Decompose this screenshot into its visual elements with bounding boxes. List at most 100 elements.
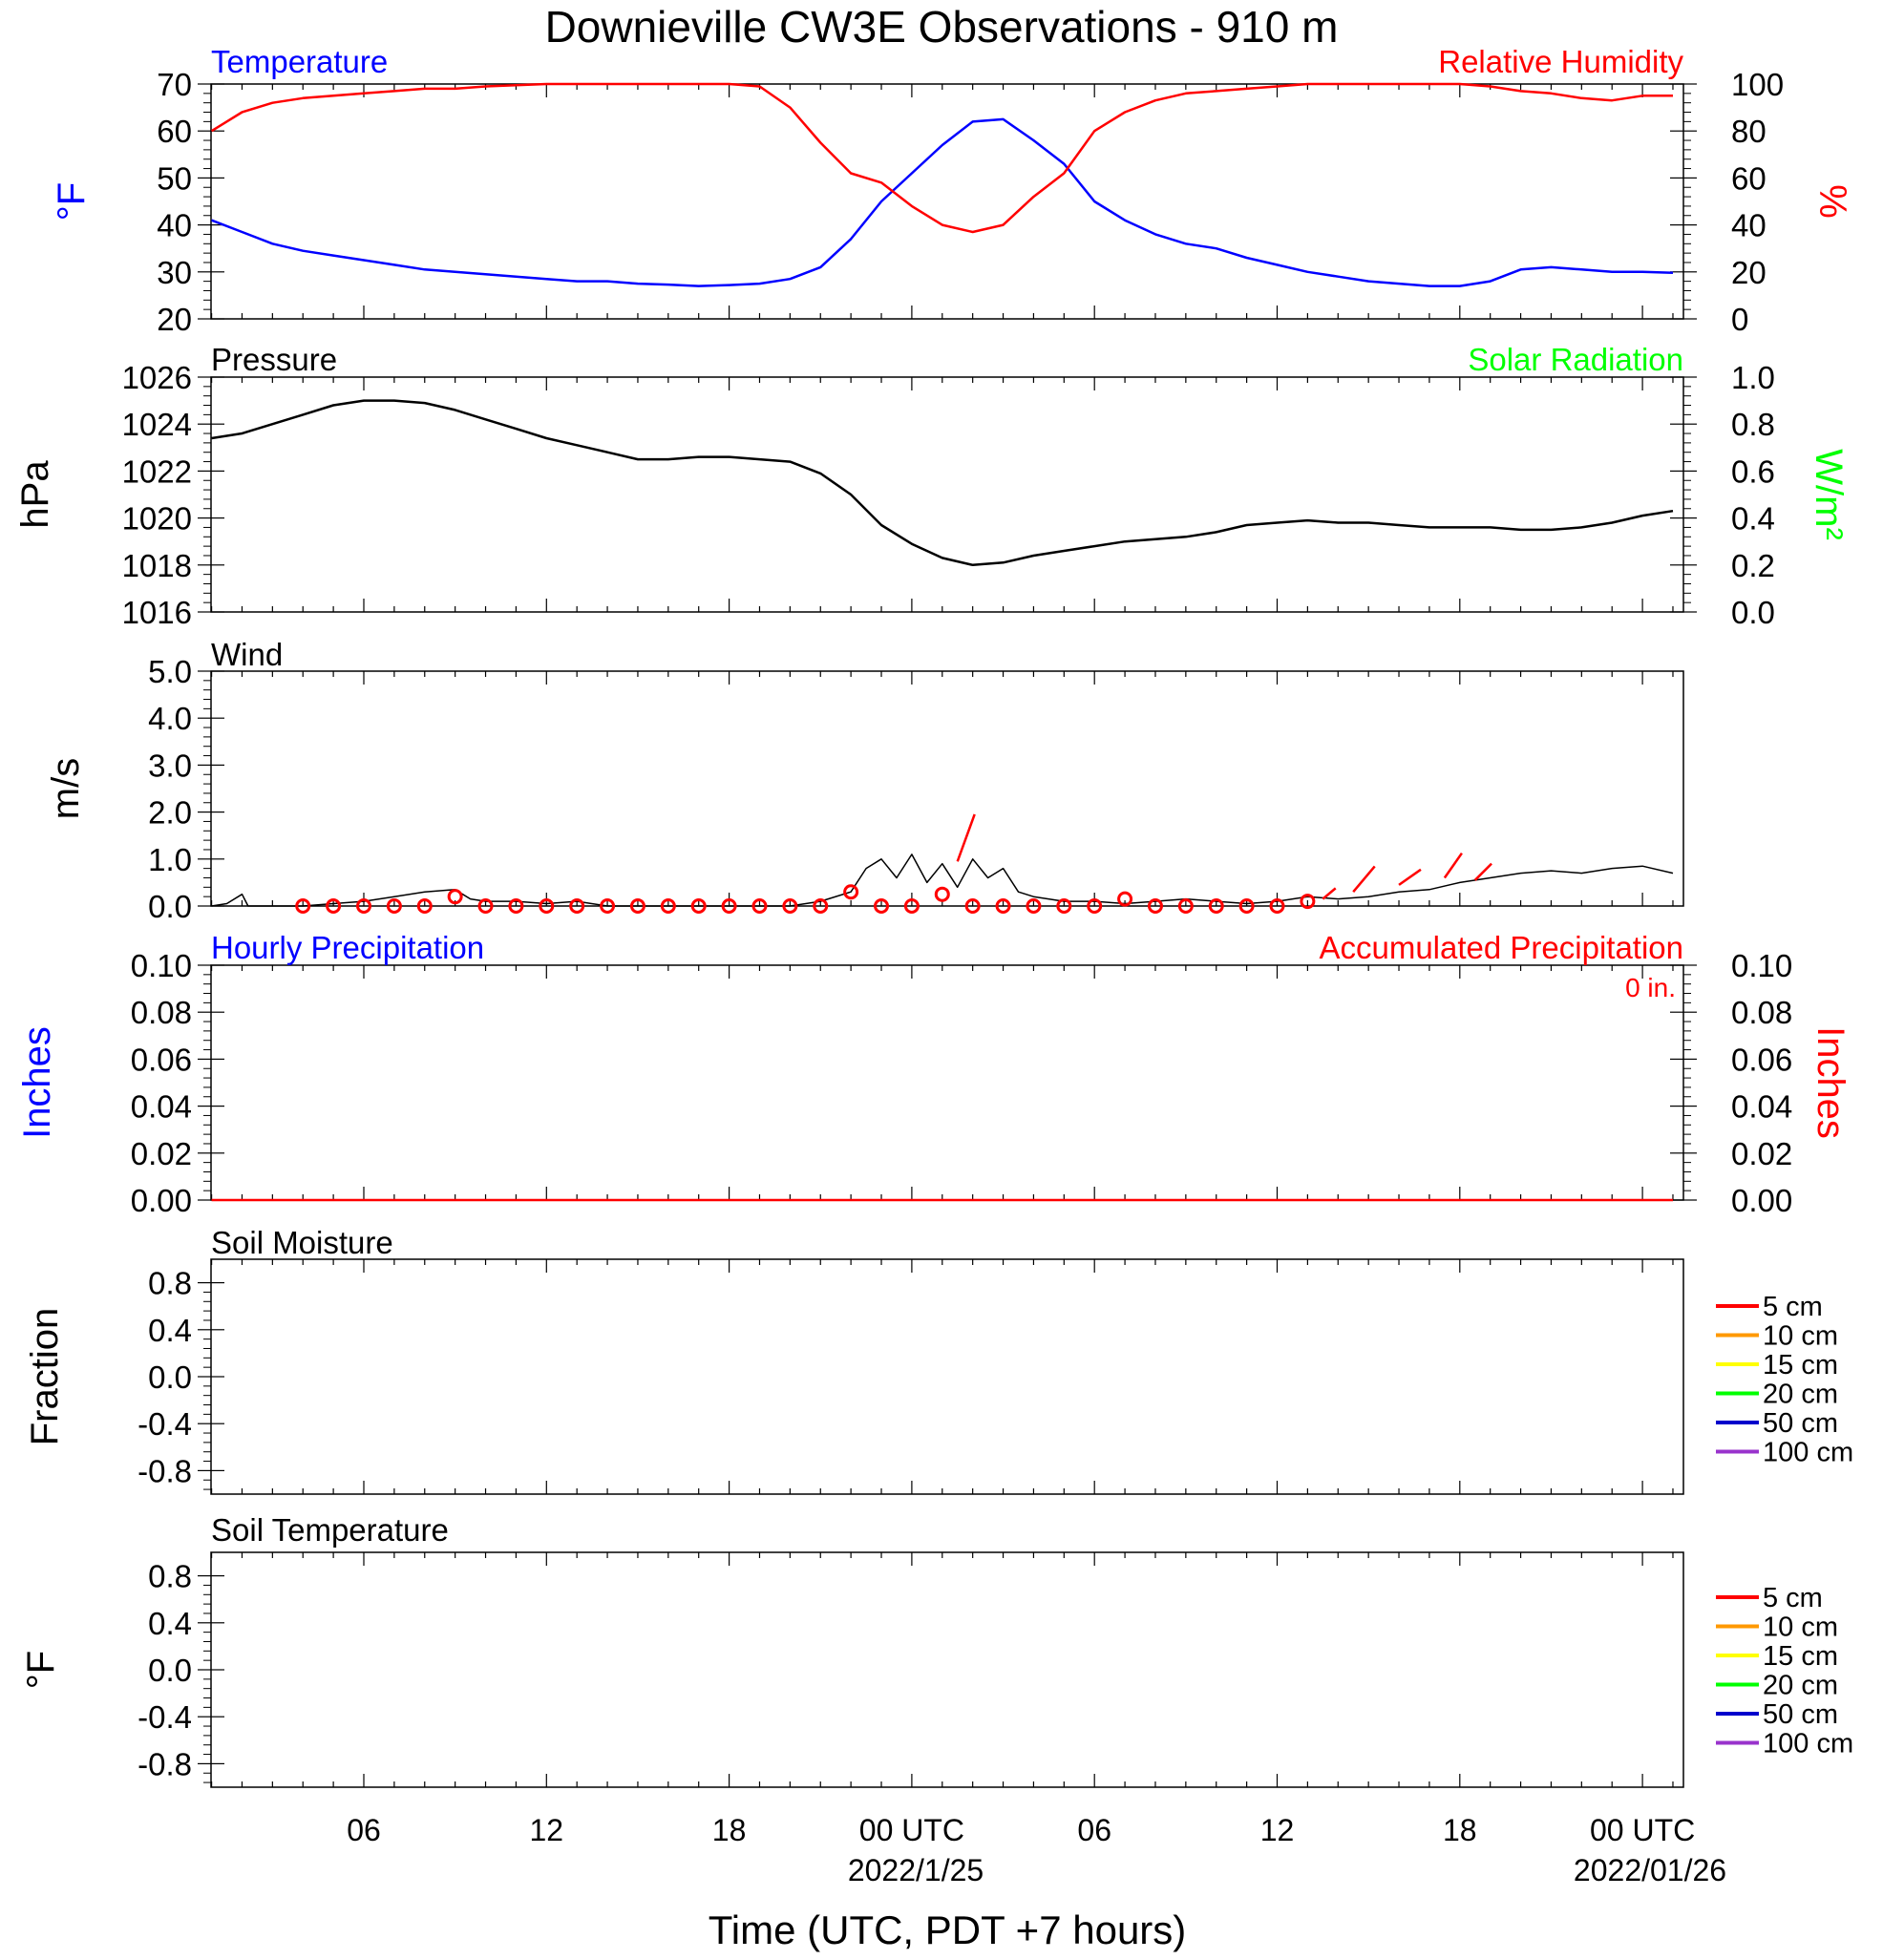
y-tick-label: 0.08: [131, 995, 192, 1030]
y-tick-label: 0.0: [148, 1653, 192, 1688]
gust-marker: [600, 898, 616, 914]
gust-marker: [1238, 898, 1255, 914]
y-tick-label: 0: [1731, 302, 1748, 337]
y-tick-label: 0.04: [1731, 1089, 1792, 1125]
y-ticks-left-soilt: 0.8 0.4 0.0 -0.4 -0.8: [138, 1559, 224, 1783]
gust-marker: [751, 898, 768, 914]
y-tick-label: 1026: [122, 360, 192, 395]
gust-marker: [1300, 894, 1316, 910]
x-ticks-temp: [210, 84, 1674, 319]
plot-frame: [210, 376, 1684, 613]
y-tick-label: 3.0: [148, 748, 192, 783]
gust-marker: [995, 898, 1011, 914]
x-ticks-soilt: [210, 1552, 1674, 1787]
gust-marker: [629, 898, 645, 914]
y-ticks-right-press: 1.0 0.8 0.6 0.4 0.2 0.0: [1670, 360, 1775, 630]
legend-label: 10 cm: [1763, 1321, 1838, 1352]
x-axis-title: Time (UTC, PDT +7 hours): [709, 1907, 1187, 1952]
y-tick-label: 60: [1731, 160, 1767, 196]
x-tick-label: 18: [1443, 1813, 1477, 1847]
y-tick-label: 0.02: [1731, 1136, 1792, 1171]
wind-direction-stick: [1398, 868, 1422, 886]
legend-label: 100 cm: [1763, 1438, 1853, 1468]
y-tick-label: 0.0: [148, 889, 192, 924]
y-tick-label: 70: [157, 67, 192, 102]
y-tick-label: 1024: [122, 407, 192, 442]
legend-label: 100 cm: [1763, 1729, 1853, 1760]
panel-left-title: Soil Moisture: [211, 1225, 393, 1260]
y-tick-label: -0.4: [138, 1699, 192, 1735]
legend-label: 20 cm: [1763, 1671, 1838, 1701]
gust-marker: [326, 898, 342, 914]
left-axis-label: °F: [20, 1651, 62, 1689]
gust-marker: [539, 898, 555, 914]
y-tick-label: 1022: [122, 453, 192, 489]
wind-direction-stick: [1443, 852, 1463, 879]
y-tick-label: 2.0: [148, 795, 192, 831]
gust-marker: [964, 898, 981, 914]
gust-marker: [1147, 898, 1163, 914]
gust-marker: [1208, 898, 1224, 914]
legend-label: 5 cm: [1763, 1292, 1823, 1322]
temperature-line: [211, 117, 1674, 287]
x-tick-label: 06: [1077, 1813, 1111, 1847]
legend-label: 20 cm: [1763, 1380, 1838, 1410]
y-tick-label: 0.10: [131, 948, 192, 983]
x-tick-label: 12: [530, 1813, 564, 1847]
legend-label: 50 cm: [1763, 1699, 1838, 1730]
y-tick-label: 30: [157, 255, 192, 290]
x-tick-label: 18: [712, 1813, 747, 1847]
gust-marker: [295, 898, 311, 914]
y-tick-label: -0.4: [138, 1406, 192, 1442]
panel-precipitation: Hourly Precipitation Accumulated Precipi…: [16, 930, 1851, 1201]
y-tick-label: 1020: [122, 501, 192, 537]
gust-marker: [1087, 898, 1103, 914]
y-tick-label: 5.0: [148, 654, 192, 689]
panel-left-title: Pressure: [211, 342, 337, 377]
y-tick-label: 40: [1731, 208, 1767, 243]
left-axis-label: Fraction: [24, 1308, 66, 1446]
y-tick-label: 0.8: [1731, 407, 1775, 442]
gust-marker: [1269, 898, 1285, 914]
legend-label: 15 cm: [1763, 1350, 1838, 1380]
y-tick-label: 0.08: [1731, 995, 1792, 1030]
gust-marker: [782, 898, 798, 914]
panel-right-title: Accumulated Precipitation: [1319, 930, 1683, 965]
panel-wind: Wind m/s: [45, 637, 1684, 907]
x-date-label-2: 2022/01/26: [1574, 1853, 1726, 1887]
gust-marker: [447, 889, 463, 905]
left-axis-label: m/s: [45, 758, 87, 819]
panel-left-title: Soil Temperature: [211, 1512, 449, 1548]
accumulated-total-label: 0 in.: [1625, 973, 1676, 1002]
panel-pressure-solar: Pressure Solar Radiation hPa W/m²: [14, 342, 1850, 613]
panel-soil-temperature: Soil Temperature °F: [20, 1512, 1684, 1788]
y-tick-label: 1.0: [1731, 360, 1775, 395]
right-axis-label: %: [1811, 184, 1853, 219]
right-axis-label: Inches: [1809, 1026, 1851, 1139]
x-ticks-soilm: [210, 1259, 1674, 1494]
y-tick-label: 0.6: [1731, 453, 1775, 489]
y-tick-label: 1016: [122, 595, 192, 630]
y-tick-label: 0.8: [148, 1266, 192, 1301]
chart-title: Downieville CW3E Observations - 910 m: [545, 2, 1339, 52]
wind-direction-stick: [1322, 887, 1337, 900]
x-tick-label: 00 UTC: [1590, 1813, 1695, 1847]
y-tick-label: 0.4: [148, 1606, 192, 1641]
y-tick-label: 0.0: [1731, 595, 1775, 630]
left-axis-label: °F: [51, 182, 93, 221]
gust-marker: [416, 898, 433, 914]
y-tick-label: 0.00: [131, 1183, 192, 1218]
gust-marker: [508, 898, 524, 914]
x-ticks-press: [210, 377, 1674, 612]
chart-marks: 06 12 18 00 UTC 06 12 18 00 UTC 70 60 50 40 30 20 100 8…: [122, 67, 1854, 1847]
y-tick-label: 0.4: [148, 1313, 192, 1348]
plot-frame: [210, 83, 1684, 320]
y-ticks-left-soilm: 0.8 0.4 0.0 -0.4 -0.8: [138, 1266, 224, 1490]
x-ticks-precip: [210, 965, 1674, 1200]
y-tick-label: 0.04: [131, 1089, 192, 1125]
x-date-label-1: 2022/1/25: [848, 1853, 984, 1887]
